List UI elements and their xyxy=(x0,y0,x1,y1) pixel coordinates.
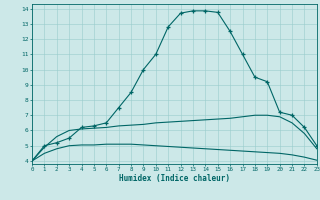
X-axis label: Humidex (Indice chaleur): Humidex (Indice chaleur) xyxy=(119,174,230,183)
